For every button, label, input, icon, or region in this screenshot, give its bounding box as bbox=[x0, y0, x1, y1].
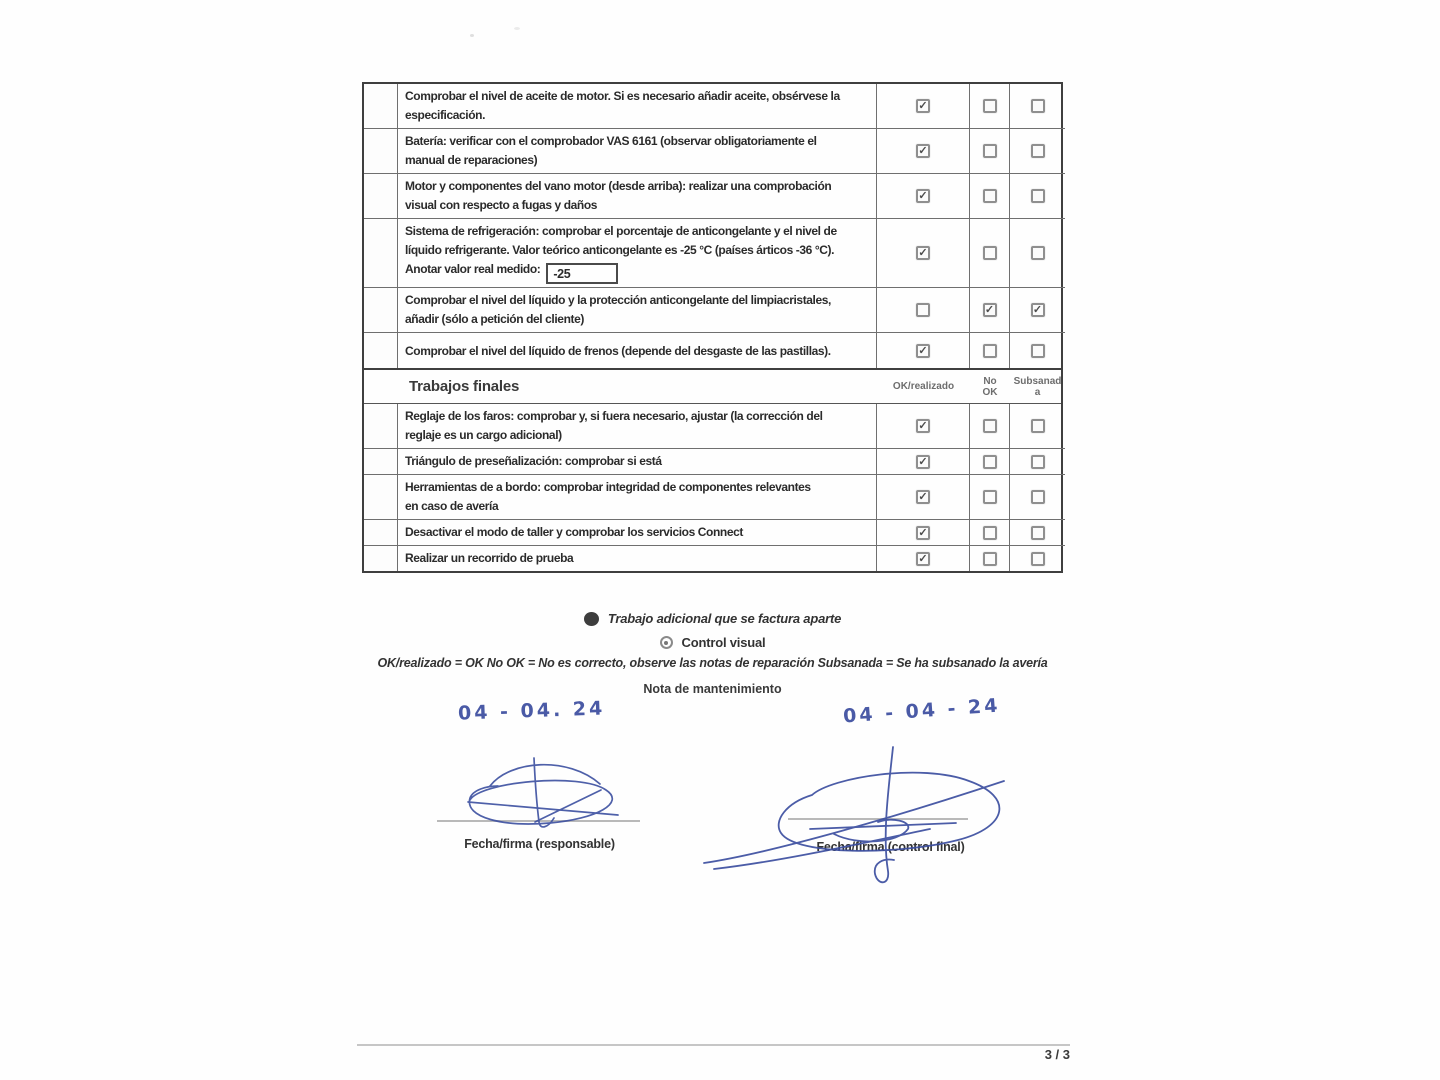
trabajos-finales-table: Trabajos finales OK/realizado No OK Subs… bbox=[362, 368, 1065, 573]
table-row: Comprobar el nivel del líquido de frenos… bbox=[364, 333, 1061, 369]
checkbox-subsanada[interactable] bbox=[1030, 189, 1045, 203]
task-text: Desactivar el modo de taller y comprobar… bbox=[405, 525, 743, 539]
row-number-cell bbox=[364, 174, 398, 219]
checkbox-ok-realizado[interactable]: ✓ bbox=[916, 99, 930, 113]
task-text: Comprobar el nivel del líquido y la prot… bbox=[405, 293, 831, 326]
filled-dot-icon bbox=[583, 611, 599, 626]
checkbox-subsanada[interactable] bbox=[1030, 490, 1045, 504]
checkbox-no-ok[interactable] bbox=[982, 551, 997, 566]
table-row: Comprobar el nivel de aceite de motor. S… bbox=[364, 84, 1065, 129]
checkbox-subsanada[interactable] bbox=[1030, 144, 1045, 158]
signature-line-left[interactable] bbox=[437, 820, 640, 822]
checkbox-subsanada[interactable] bbox=[1030, 99, 1045, 113]
checkbox-subsanada[interactable] bbox=[1030, 246, 1045, 260]
task-text: Triángulo de preseñalización: comprobar … bbox=[405, 454, 662, 468]
table-row: Sistema de refrigeración: comprobar el p… bbox=[364, 219, 1065, 288]
footer-divider bbox=[357, 1044, 1070, 1046]
signature-label-control-final: Fecha/firma (control final) bbox=[816, 840, 965, 854]
handwritten-date-right: 04 - 04 - 24 bbox=[842, 694, 1002, 728]
row-number-cell bbox=[364, 449, 398, 475]
table-row: Triángulo de preseñalización: comprobar … bbox=[364, 449, 1065, 475]
signature-control-final bbox=[703, 746, 1005, 884]
legend-additional-work-text: Trabajo adicional que se factura aparte bbox=[607, 611, 842, 626]
task-text: Comprobar el nivel de aceite de motor. S… bbox=[405, 89, 840, 122]
table-row: Comprobar el nivel del líquido y la prot… bbox=[364, 288, 1065, 333]
checkbox-ok-realizado[interactable]: ✓ bbox=[916, 419, 930, 433]
table-header-row: Trabajos finales OK/realizado No OK Subs… bbox=[364, 370, 1061, 404]
table-row: Batería: verificar con el comprobador VA… bbox=[364, 129, 1065, 174]
checkbox-ok-realizado[interactable]: ✓ bbox=[916, 246, 930, 260]
row-number-cell bbox=[364, 288, 398, 333]
row-number-cell bbox=[364, 219, 398, 288]
row-number-cell bbox=[364, 129, 398, 174]
checkbox-subsanada[interactable] bbox=[1030, 454, 1045, 469]
scan-speckle bbox=[514, 27, 520, 30]
checkbox-ok-realizado[interactable]: ✓ bbox=[916, 551, 930, 566]
checkbox-no-ok[interactable]: ✓ bbox=[982, 303, 997, 317]
column-header-subsanada: Subsanada bbox=[1013, 375, 1062, 398]
checkbox-no-ok[interactable] bbox=[982, 419, 997, 433]
checkbox-ok-realizado[interactable]: ✓ bbox=[916, 189, 930, 203]
checkbox-ok-realizado[interactable] bbox=[916, 303, 930, 317]
task-text: Reglaje de los faros: comprobar y, si fu… bbox=[405, 409, 823, 442]
maintenance-checklist-table: Comprobar el nivel de aceite de motor. S… bbox=[362, 82, 1065, 371]
task-text: Herramientas de a bordo: comprobar integ… bbox=[405, 480, 811, 513]
handwritten-date-left: 04 - 04. 24 bbox=[457, 697, 606, 725]
checkbox-no-ok[interactable] bbox=[982, 454, 997, 469]
checkbox-no-ok[interactable] bbox=[982, 144, 997, 158]
signature-responsable bbox=[467, 757, 619, 828]
row-number-cell bbox=[364, 546, 398, 571]
page-number: 3 / 3 bbox=[1044, 1047, 1070, 1062]
task-text: Sistema de refrigeración: comprobar el p… bbox=[405, 222, 854, 284]
legend-abbreviations: OK/realizado = OK No OK = No es correcto… bbox=[362, 654, 1063, 672]
task-text: Motor y componentes del vano motor (desd… bbox=[405, 179, 832, 212]
checkbox-subsanada[interactable] bbox=[1030, 419, 1045, 433]
eye-icon bbox=[659, 636, 673, 649]
table-row: Motor y componentes del vano motor (desd… bbox=[364, 174, 1065, 219]
checkbox-no-ok[interactable] bbox=[982, 525, 997, 540]
maintenance-note-title: Nota de mantenimiento bbox=[643, 682, 782, 696]
row-number-cell bbox=[364, 520, 398, 546]
row-number-cell bbox=[364, 84, 398, 129]
checkbox-ok-realizado[interactable]: ✓ bbox=[916, 490, 930, 504]
checkbox-subsanada[interactable] bbox=[1030, 344, 1045, 358]
scan-speckle bbox=[470, 34, 474, 37]
column-header-no-ok: No OK bbox=[982, 375, 998, 398]
checkbox-no-ok[interactable] bbox=[982, 99, 997, 113]
checkbox-ok-realizado[interactable]: ✓ bbox=[916, 344, 930, 358]
task-text: Realizar un recorrido de prueba bbox=[405, 551, 574, 565]
legend-visual-check-text: Control visual bbox=[681, 635, 766, 650]
row-number-cell bbox=[364, 475, 398, 520]
table-row: Herramientas de a bordo: comprobar integ… bbox=[364, 475, 1065, 520]
task-text: Comprobar el nivel del líquido de frenos… bbox=[405, 343, 831, 358]
checkbox-no-ok[interactable] bbox=[982, 344, 997, 358]
legend-abbreviations-text: OK/realizado = OK No OK = No es correcto… bbox=[377, 656, 1048, 670]
checkbox-subsanada[interactable] bbox=[1030, 551, 1045, 566]
checkbox-no-ok[interactable] bbox=[982, 246, 997, 260]
signature-label-responsable: Fecha/firma (responsable) bbox=[464, 837, 615, 851]
table-row: Realizar un recorrido de prueba ✓ bbox=[364, 546, 1061, 571]
task-text-inline: Sistema de refrigeración: comprobar el p… bbox=[405, 224, 837, 276]
task-text: Batería: verificar con el comprobador VA… bbox=[405, 134, 817, 167]
checkbox-subsanada[interactable] bbox=[1030, 525, 1045, 540]
checkbox-ok-realizado[interactable]: ✓ bbox=[916, 144, 930, 158]
row-number-cell bbox=[364, 333, 398, 369]
legend-visual-check: Control visual bbox=[362, 635, 1063, 654]
table-title: Trabajos finales bbox=[409, 378, 520, 395]
table-row: Reglaje de los faros: comprobar y, si fu… bbox=[364, 404, 1065, 449]
checkbox-no-ok[interactable] bbox=[982, 189, 997, 203]
checkbox-ok-realizado[interactable]: ✓ bbox=[916, 525, 930, 540]
table-row: Desactivar el modo de taller y comprobar… bbox=[364, 520, 1065, 546]
checkbox-no-ok[interactable] bbox=[982, 490, 997, 504]
row-number-cell bbox=[364, 404, 398, 449]
measured-value-field[interactable]: -25 bbox=[546, 263, 619, 284]
column-header-ok-realizado: OK/realizado bbox=[892, 381, 955, 392]
legend-additional-work: Trabajo adicional que se factura aparte bbox=[362, 611, 1063, 631]
signature-line-right[interactable] bbox=[788, 818, 968, 820]
checkbox-ok-realizado[interactable]: ✓ bbox=[916, 454, 930, 469]
checkbox-subsanada[interactable]: ✓ bbox=[1030, 303, 1045, 317]
